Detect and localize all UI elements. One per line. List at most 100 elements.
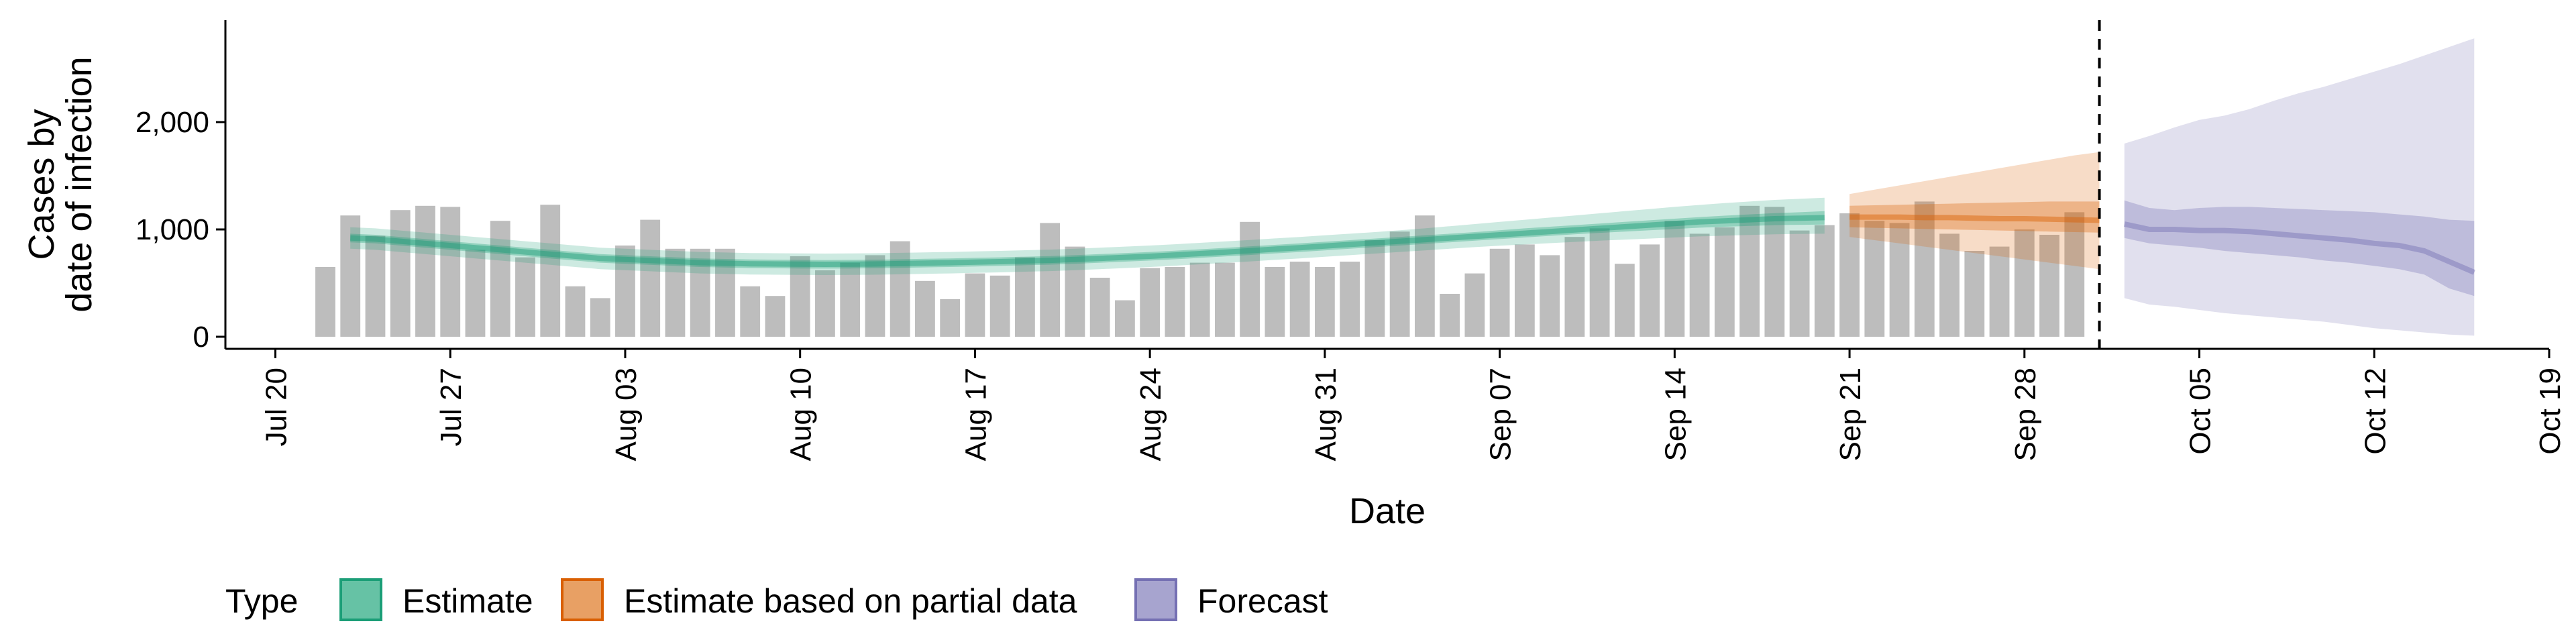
observed-bar (1964, 251, 1985, 337)
observed-bar (1240, 221, 1260, 337)
observed-bar (1689, 233, 1710, 337)
x-tick-label: Aug 24 (1134, 368, 1167, 461)
observed-bar (1664, 221, 1685, 337)
observed-bar (2064, 212, 2085, 337)
observed-bar (1814, 225, 1835, 337)
legend-label-partial: Estimate based on partial data (624, 582, 1077, 620)
estimate-band-50 (350, 211, 1825, 269)
observed-bar (1514, 244, 1535, 337)
y-tick-label: 1,000 (136, 213, 209, 246)
observed-bar (2014, 229, 2035, 337)
observed-bar (890, 241, 910, 337)
x-tick-label: Sep 14 (1659, 368, 1692, 461)
observed-bar (1764, 207, 1785, 337)
x-axis-ticks: Jul 20 Jul 27 Aug 03 Aug 10 Aug 17 Aug 24 Aug … (260, 349, 2567, 461)
x-tick-label: Aug 10 (785, 368, 818, 461)
observed-bar (2039, 235, 2059, 337)
observed-bar (490, 221, 511, 337)
observed-bar (1714, 227, 1735, 337)
x-tick-label: Sep 21 (1834, 368, 1867, 461)
observed-bar (640, 219, 661, 337)
observed-bar (1065, 246, 1085, 337)
observed-bar (965, 273, 985, 337)
observed-bar (1340, 262, 1360, 337)
observed-bar (1140, 268, 1161, 337)
observed-bar (390, 210, 411, 337)
observed-bar (1914, 201, 1935, 337)
forecast-band-50 (2124, 200, 2475, 297)
observed-bar (565, 286, 586, 337)
observed-bar (1414, 215, 1435, 337)
legend-label-estimate: Estimate (402, 582, 533, 620)
observed-bar (1289, 262, 1310, 337)
legend-key-forecast (1134, 578, 1177, 621)
x-tick-label: Sep 07 (1485, 368, 1517, 461)
y-tick-label: 0 (193, 321, 209, 354)
observed-bar (590, 298, 610, 337)
observed-bar (1089, 278, 1110, 337)
forecast-median-line (2123, 221, 2475, 275)
legend-title: Type (225, 582, 298, 620)
legend: Type Estimate Estimate based on partial … (225, 578, 1328, 621)
x-tick-label: Oct 05 (2184, 368, 2217, 455)
observed-bar (415, 205, 435, 337)
forecast-band-90 (2124, 38, 2475, 336)
observed-bar (815, 270, 835, 337)
observed-bar (1640, 244, 1660, 337)
y-axis-title-line-2: date of infection (59, 56, 99, 312)
observed-bar (715, 248, 735, 337)
estimate-bands (350, 38, 2475, 336)
observed-bar (1939, 233, 1960, 337)
observed-bar (540, 205, 561, 337)
partial-band-50 (1849, 201, 2100, 233)
partial-median-line (1849, 214, 2100, 223)
x-tick-label: Aug 17 (959, 368, 992, 461)
observed-bar (1464, 273, 1485, 337)
estimate-band-90 (350, 197, 1825, 275)
x-tick-label: Oct 12 (2359, 368, 2392, 455)
observed-bar (340, 215, 361, 337)
estimate-median-line (350, 215, 1825, 268)
observed-bar (1115, 300, 1135, 337)
observed-bar (865, 255, 885, 337)
observed-bar (465, 250, 486, 337)
observed-bar (440, 207, 461, 337)
observed-bar (1739, 205, 1760, 337)
observed-bar (1839, 213, 1860, 337)
x-tick-label: Sep 28 (2009, 368, 2042, 461)
observed-bar (1314, 267, 1335, 337)
observed-bar (915, 280, 935, 337)
observed-cases-bars (315, 201, 2085, 337)
observed-bar (1614, 264, 1635, 337)
x-tick-label: Oct 19 (2534, 368, 2567, 455)
legend-key-partial (561, 578, 604, 621)
observed-bar (365, 235, 386, 337)
observed-bar (1589, 228, 1610, 337)
x-tick-label: Jul 20 (260, 368, 292, 446)
observed-bar (690, 248, 710, 337)
observed-bar (315, 267, 335, 337)
observed-bar (840, 262, 861, 337)
observed-bar (1789, 230, 1810, 337)
observed-bar (1864, 221, 1885, 337)
y-axis-title-line-1: Cases by (21, 109, 62, 260)
x-tick-label: Aug 31 (1309, 368, 1342, 461)
observed-bar (1564, 237, 1585, 337)
observed-bar (1389, 231, 1410, 337)
observed-bar (790, 256, 810, 337)
observed-bar (740, 286, 761, 337)
observed-bar (989, 275, 1010, 337)
x-axis-title: Date (1349, 491, 1426, 531)
observed-bar (1540, 255, 1560, 337)
observed-bar (1989, 246, 2010, 337)
legend-label-forecast: Forecast (1197, 582, 1328, 620)
observed-bar (1015, 257, 1035, 337)
observed-bar (1165, 267, 1185, 337)
axes: 0 1,000 2,000 Jul 20 Jul 27 Aug 03 Aug 10 Aug … (136, 20, 2567, 461)
observed-bar (1364, 240, 1385, 337)
observed-bar (1265, 267, 1285, 337)
observed-bar (1189, 262, 1210, 337)
legend-key-estimate (339, 578, 382, 621)
median-lines (350, 214, 2475, 275)
